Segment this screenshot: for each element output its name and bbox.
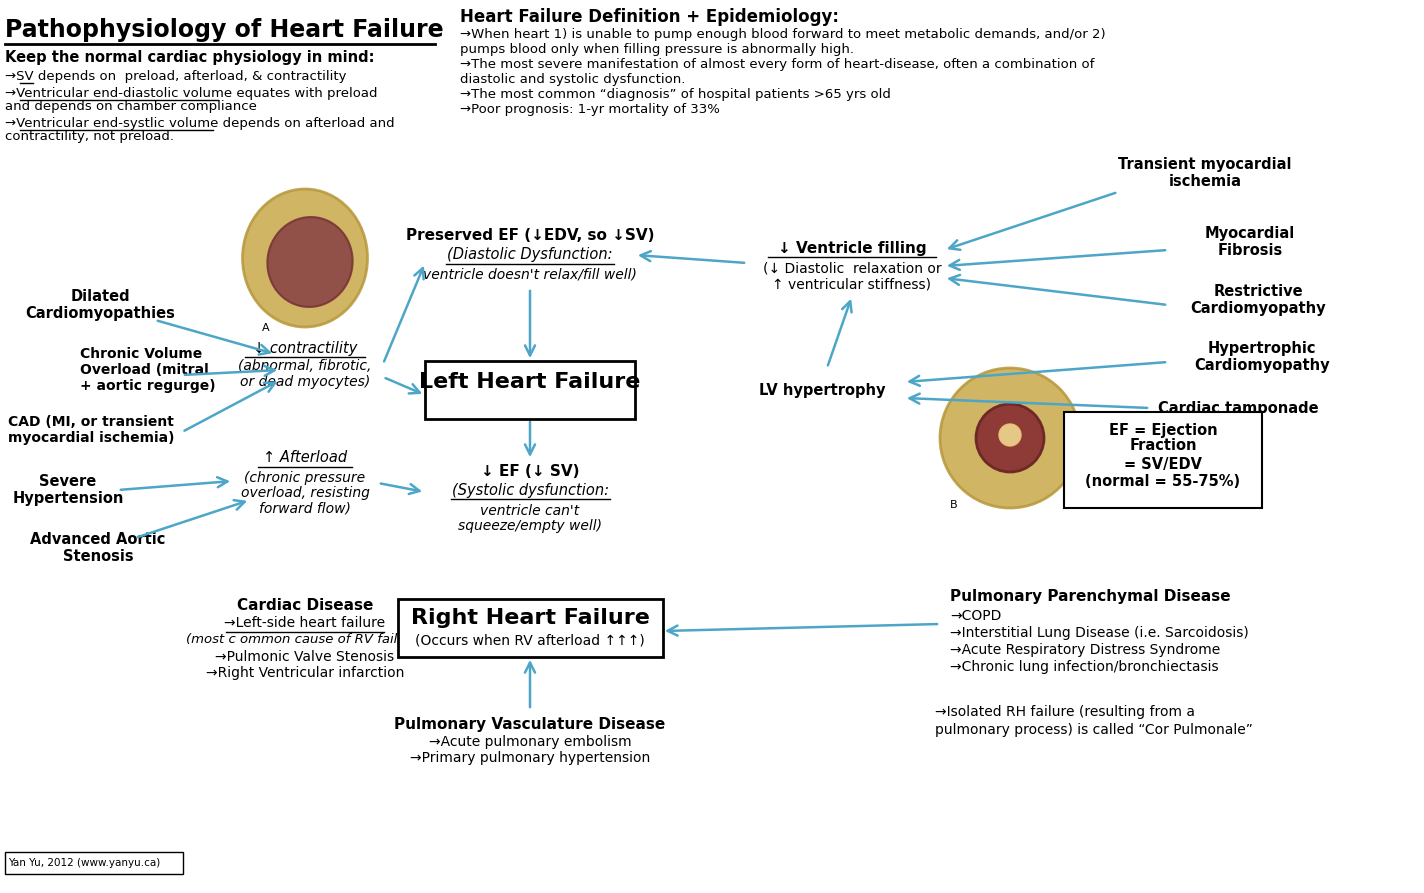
Text: (chronic pressure: (chronic pressure [245, 471, 366, 485]
Text: EF = Ejection: EF = Ejection [1109, 422, 1218, 438]
Text: →Isolated RH failure (resulting from a: →Isolated RH failure (resulting from a [936, 705, 1195, 719]
Text: forward flow): forward flow) [259, 501, 350, 515]
Text: (Diastolic Dysfunction:: (Diastolic Dysfunction: [447, 247, 612, 263]
Text: Transient myocardial
ischemia: Transient myocardial ischemia [1118, 157, 1292, 189]
Text: →Interstitial Lung Disease (i.e. Sarcoidosis): →Interstitial Lung Disease (i.e. Sarcoid… [950, 626, 1249, 640]
Text: Pulmonary Vasculature Disease: Pulmonary Vasculature Disease [394, 716, 665, 731]
Ellipse shape [1000, 424, 1021, 446]
Text: A: A [262, 323, 269, 333]
Text: squeeze/empty well): squeeze/empty well) [459, 519, 602, 533]
Text: Yan Yu, 2012 (www.yanyu.ca): Yan Yu, 2012 (www.yanyu.ca) [9, 858, 161, 868]
Text: Heart Failure Definition + Epidemiology:: Heart Failure Definition + Epidemiology: [460, 8, 839, 26]
Text: Cardiac tamponade: Cardiac tamponade [1158, 400, 1319, 415]
Text: (abnormal, fibrotic,: (abnormal, fibrotic, [238, 359, 372, 373]
Text: B: B [950, 500, 957, 510]
Text: Keep the normal cardiac physiology in mind:: Keep the normal cardiac physiology in mi… [6, 50, 375, 65]
Text: (Systolic dysfunction:: (Systolic dysfunction: [451, 482, 608, 497]
Bar [424, 361, 635, 419]
Text: = SV/EDV: = SV/EDV [1124, 456, 1202, 472]
Text: Chronic Volume
Overload (mitral
+ aortic regurge): Chronic Volume Overload (mitral + aortic… [80, 346, 215, 393]
Text: ↓ Ventricle filling: ↓ Ventricle filling [778, 240, 927, 255]
Text: (normal = 55-75%): (normal = 55-75%) [1085, 474, 1240, 489]
Text: →Ventricular end-diastolic volume equates with preload: →Ventricular end-diastolic volume equate… [6, 87, 377, 100]
Ellipse shape [940, 368, 1079, 508]
Text: →Right Ventricular infarction: →Right Ventricular infarction [206, 666, 404, 680]
Text: (↓ Diastolic  relaxation or: (↓ Diastolic relaxation or [763, 261, 941, 275]
Text: →Poor prognosis: 1-yr mortality of 33%: →Poor prognosis: 1-yr mortality of 33% [460, 103, 721, 116]
Text: Pathophysiology of Heart Failure: Pathophysiology of Heart Failure [6, 18, 444, 42]
Text: →Acute Respiratory Distress Syndrome: →Acute Respiratory Distress Syndrome [950, 643, 1220, 657]
Text: →SV depends on  preload, afterload, & contractility: →SV depends on preload, afterload, & con… [6, 70, 346, 83]
Text: ventricle doesn't relax/fill well): ventricle doesn't relax/fill well) [423, 268, 637, 282]
Text: Myocardial
Fibrosis: Myocardial Fibrosis [1205, 226, 1294, 258]
Text: →The most common “diagnosis” of hospital patients >65 yrs old: →The most common “diagnosis” of hospital… [460, 88, 891, 101]
Text: and depends on chamber compliance: and depends on chamber compliance [6, 100, 256, 113]
Bar [1064, 412, 1262, 508]
Text: pulmonary process) is called “Cor Pulmonale”: pulmonary process) is called “Cor Pulmon… [936, 723, 1253, 737]
Text: →Pulmonic Valve Stenosis: →Pulmonic Valve Stenosis [215, 650, 394, 664]
Bar [6, 852, 184, 874]
Text: →Primary pulmonary hypertension: →Primary pulmonary hypertension [410, 751, 651, 765]
Text: ↑ Afterload: ↑ Afterload [263, 450, 347, 465]
Text: overload, resisting: overload, resisting [241, 486, 369, 500]
Text: pumps blood only when filling pressure is abnormally high.: pumps blood only when filling pressure i… [460, 43, 854, 56]
Text: contractility, not preload.: contractility, not preload. [6, 130, 174, 143]
Text: (most c ommon cause of RV failure): (most c ommon cause of RV failure) [185, 633, 424, 647]
Text: Dilated
Cardiomyopathies: Dilated Cardiomyopathies [26, 288, 175, 321]
Text: Right Heart Failure: Right Heart Failure [410, 608, 649, 628]
Text: ↓ EF (↓ SV): ↓ EF (↓ SV) [481, 464, 580, 480]
Text: Pulmonary Parenchymal Disease: Pulmonary Parenchymal Disease [950, 588, 1230, 604]
Text: →Acute pulmonary embolism: →Acute pulmonary embolism [429, 735, 631, 749]
Text: Cardiac Disease: Cardiac Disease [236, 597, 373, 613]
Text: Restrictive
Cardiomyopathy: Restrictive Cardiomyopathy [1190, 284, 1326, 316]
Text: LV hypertrophy: LV hypertrophy [759, 382, 886, 397]
Text: Left Heart Failure: Left Heart Failure [419, 372, 641, 392]
Text: →The most severe manifestation of almost every form of heart-disease, often a co: →The most severe manifestation of almost… [460, 58, 1095, 71]
Ellipse shape [242, 189, 367, 327]
Text: →Ventricular end-systlic volume depends on afterload and: →Ventricular end-systlic volume depends … [6, 117, 394, 130]
Text: or dead myocytes): or dead myocytes) [239, 375, 370, 389]
Text: ↓ contractility: ↓ contractility [253, 340, 357, 355]
Text: Preserved EF (↓EDV, so ↓SV): Preserved EF (↓EDV, so ↓SV) [406, 228, 654, 243]
Text: Advanced Aortic
Stenosis: Advanced Aortic Stenosis [30, 532, 165, 564]
Text: CAD (MI, or transient
myocardial ischemia): CAD (MI, or transient myocardial ischemi… [9, 415, 175, 445]
Text: Severe
Hypertension: Severe Hypertension [13, 474, 124, 506]
Text: →Left-side heart failure: →Left-side heart failure [225, 616, 386, 630]
Text: diastolic and systolic dysfunction.: diastolic and systolic dysfunction. [460, 73, 685, 86]
Text: →COPD: →COPD [950, 609, 1001, 623]
Text: Hypertrophic
Cardiomyopathy: Hypertrophic Cardiomyopathy [1195, 341, 1330, 373]
Text: ↑ ventricular stiffness): ↑ ventricular stiffness) [772, 277, 931, 291]
Ellipse shape [268, 217, 353, 307]
Ellipse shape [975, 404, 1044, 472]
Text: →When heart 1) is unable to pump enough blood forward to meet metabolic demands,: →When heart 1) is unable to pump enough … [460, 28, 1105, 41]
Text: →Chronic lung infection/bronchiectasis: →Chronic lung infection/bronchiectasis [950, 660, 1219, 674]
Text: (Occurs when RV afterload ↑↑↑): (Occurs when RV afterload ↑↑↑) [416, 633, 645, 647]
Bar [397, 599, 662, 657]
Text: ventricle can't: ventricle can't [480, 504, 580, 518]
Text: Fraction: Fraction [1129, 438, 1196, 454]
